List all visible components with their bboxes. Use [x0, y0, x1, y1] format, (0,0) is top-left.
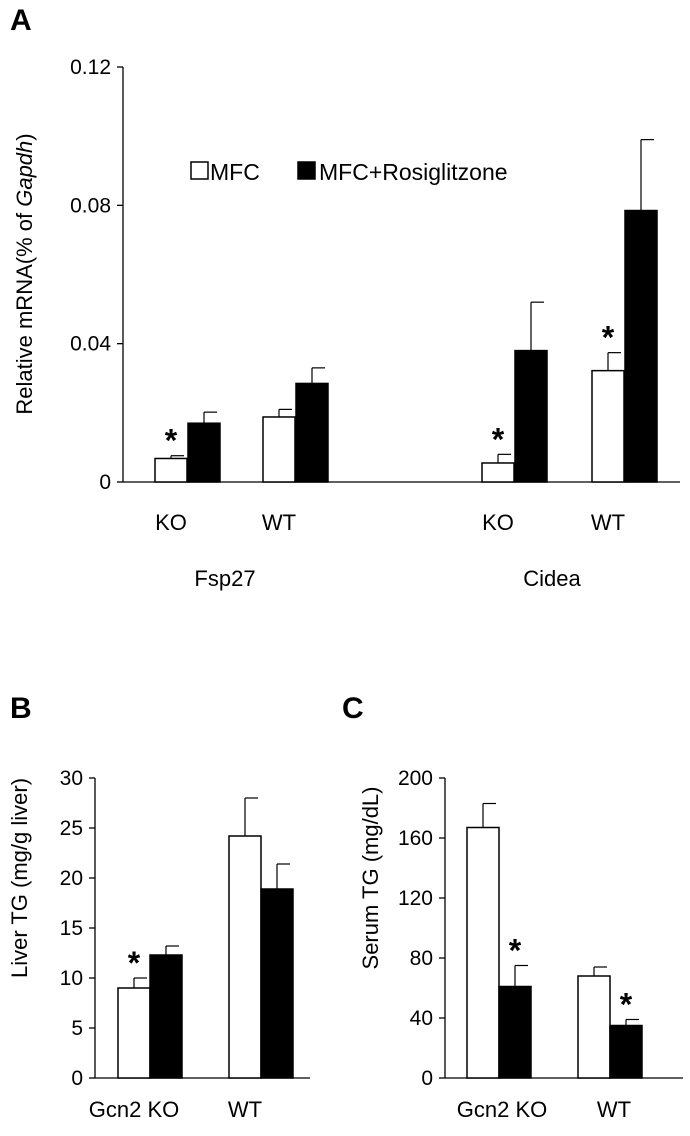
y-tick-label: 5: [71, 1017, 83, 1040]
significance-star: *: [509, 933, 522, 969]
bar-mfc: [117, 987, 151, 1079]
y-tick-label: 20: [60, 867, 83, 890]
bar-rosiglitzone: [187, 422, 221, 483]
bar-rosiglitzone: [260, 888, 294, 1079]
panel-letter-c: C: [342, 692, 364, 725]
significance-star: *: [128, 945, 141, 981]
y-tick-label: 120: [398, 887, 433, 910]
y-tick-label: 160: [398, 827, 433, 850]
significance-star: *: [165, 423, 178, 459]
x-category-label: WT: [262, 510, 296, 535]
y-tick-label: 80: [410, 947, 433, 970]
bar-mfc: [481, 462, 515, 483]
chart-panel-a: Relative mRNA(% of Gapdh) MFC MFC+Rosigl…: [12, 56, 680, 591]
bar-rosiglitzone: [624, 209, 658, 483]
x-category-label: WT: [591, 510, 625, 535]
x-category-label: KO: [155, 510, 187, 535]
x-category-label: Gcn2 KO: [457, 1097, 547, 1122]
significance-star: *: [602, 320, 615, 356]
y-tick-label: 10: [60, 967, 83, 990]
legend-label-rosiglitzone: MFC+Rosiglitzone: [319, 159, 508, 185]
y-tick-label: 30: [60, 767, 83, 790]
y-tick-label: 0: [71, 1067, 83, 1090]
legend-swatch-rosiglitzone: [297, 161, 316, 180]
bar-rosiglitzone: [609, 1024, 643, 1079]
x-category-label: KO: [482, 510, 514, 535]
y-tick-label: 15: [60, 917, 83, 940]
y-axis-label-a: Relative mRNA(% of Gapdh): [12, 133, 37, 414]
chart-panel-b: Liver TG (mg/g liver) 0 5 10 15 20 25 30 Gcn2 K…: [7, 767, 310, 1122]
bar-mfc: [228, 835, 262, 1079]
bar-mfc: [262, 416, 296, 483]
y-tick-label: 25: [60, 817, 83, 840]
significance-star: *: [620, 987, 633, 1023]
bar-rosiglitzone: [514, 349, 548, 483]
x-category-label: Gcn2 KO: [89, 1097, 179, 1122]
y-axis-label-b: Liver TG (mg/g liver): [7, 778, 32, 978]
bar-mfc: [577, 975, 611, 1079]
significance-star: *: [492, 421, 505, 457]
x-group-label: Cidea: [523, 566, 581, 591]
bar-rosiglitzone: [295, 382, 329, 483]
panel-letter-b: B: [10, 692, 32, 725]
legend-label-mfc: MFC: [210, 159, 260, 185]
bar-rosiglitzone: [498, 985, 532, 1079]
x-group-label: Fsp27: [194, 566, 255, 591]
y-tick-label: 0.08: [70, 194, 111, 217]
bar-rosiglitzone: [149, 954, 183, 1079]
y-tick-label: 40: [410, 1007, 433, 1030]
bar-mfc: [466, 826, 500, 1079]
y-tick-label: 0: [99, 471, 111, 494]
y-tick-label: 0.12: [70, 56, 111, 79]
x-category-label: WT: [228, 1097, 262, 1122]
panel-letter-a: A: [10, 4, 32, 37]
bar-mfc: [154, 457, 188, 483]
y-tick-label: 0: [421, 1067, 433, 1090]
x-category-label: WT: [597, 1097, 631, 1122]
legend-swatch-mfc: [190, 161, 209, 180]
legend: MFC MFC+Rosiglitzone: [190, 159, 508, 185]
y-axis-label-c: Serum TG (mg/dL): [358, 787, 383, 970]
bar-mfc: [591, 369, 625, 483]
chart-panel-c: Serum TG (mg/dL) 0 40 80 120 160 200 Gcn2 KO WT…: [358, 767, 683, 1122]
y-tick-label: 200: [398, 767, 433, 790]
y-tick-label: 0.04: [70, 333, 111, 356]
